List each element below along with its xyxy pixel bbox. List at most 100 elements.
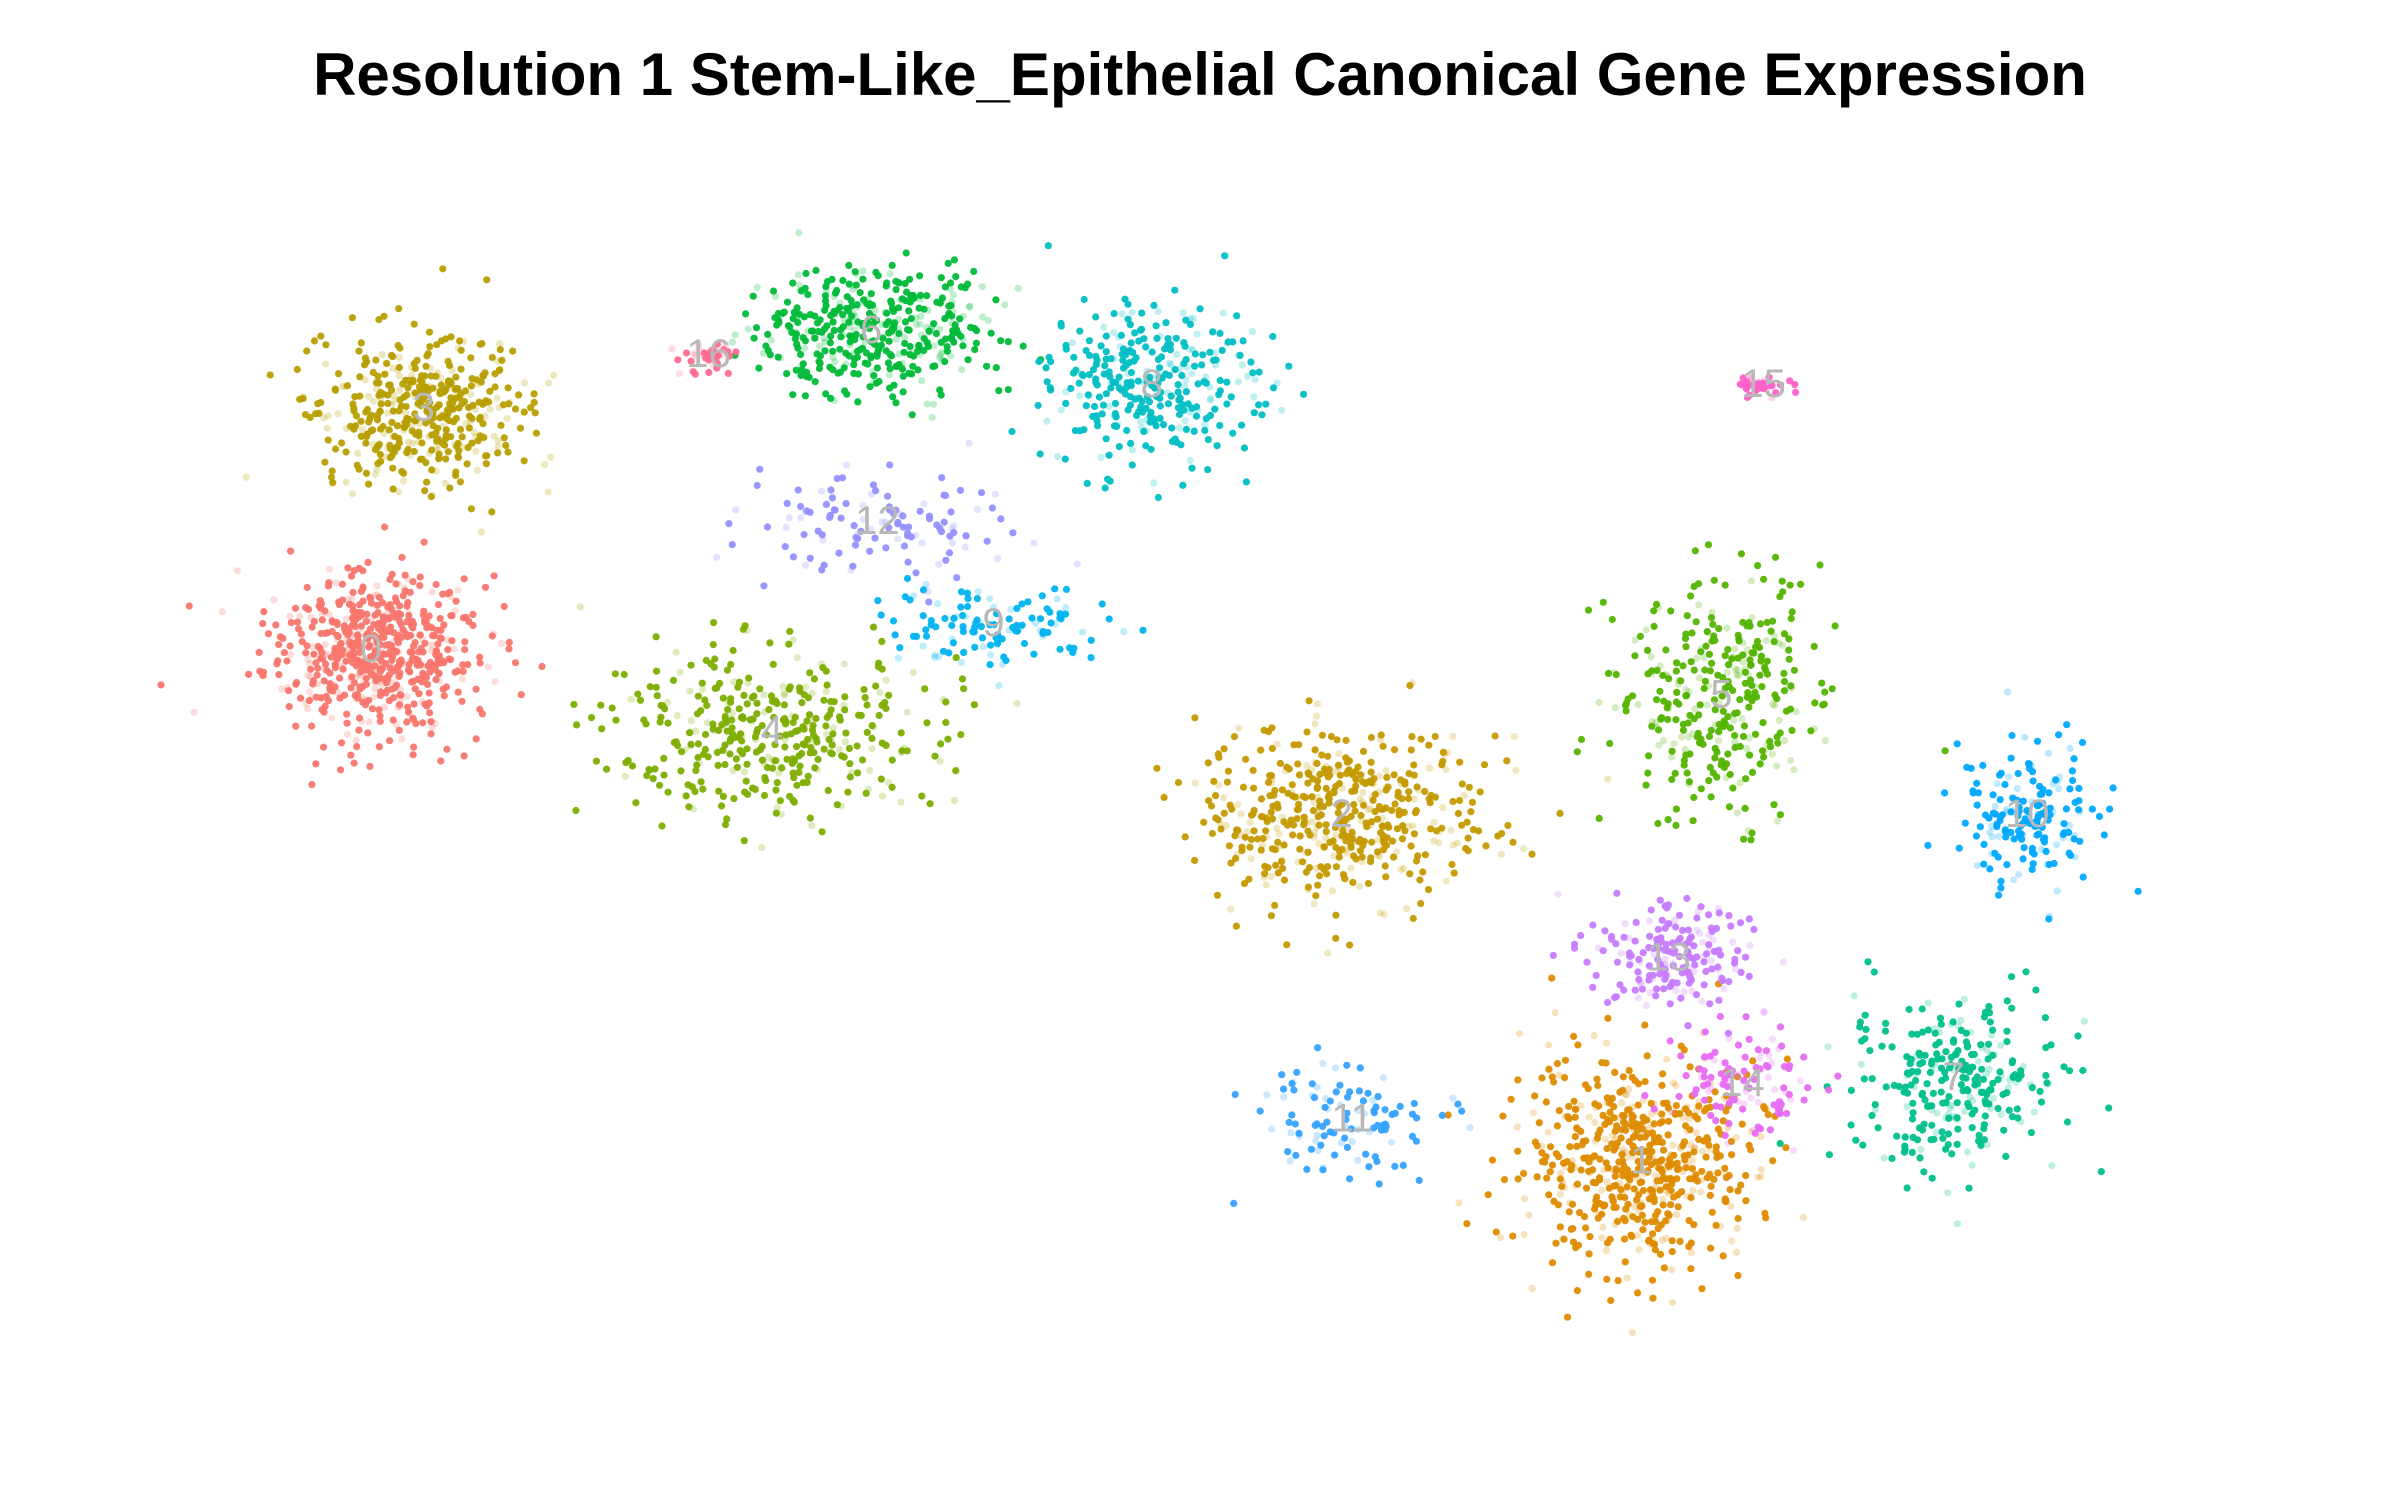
- point: [1408, 1110, 1417, 1118]
- point: [490, 572, 498, 580]
- point: [1660, 697, 1668, 705]
- point: [1928, 1065, 1936, 1073]
- point: [859, 501, 867, 509]
- point: [827, 749, 835, 757]
- point: [1645, 1237, 1653, 1245]
- point: [1679, 964, 1687, 972]
- point: [1335, 847, 1344, 855]
- point: [1901, 1083, 1909, 1091]
- point: [1394, 792, 1402, 800]
- point: [848, 282, 857, 290]
- point: [686, 729, 694, 737]
- point: [1666, 1107, 1674, 1115]
- point: [331, 385, 339, 393]
- point: [547, 453, 555, 461]
- point: [1905, 1070, 1913, 1078]
- point: [789, 636, 797, 644]
- point: [1389, 853, 1398, 861]
- point: [328, 467, 336, 475]
- point: [1582, 1224, 1590, 1232]
- point: [717, 802, 726, 810]
- point: [399, 380, 407, 388]
- point: [1410, 761, 1418, 769]
- point: [1953, 1099, 1961, 1107]
- point: [2106, 805, 2114, 813]
- point: [461, 387, 469, 395]
- point: [1776, 381, 1785, 389]
- point: [1312, 712, 1321, 720]
- point: [1143, 367, 1151, 375]
- point: [275, 641, 283, 649]
- point: [1918, 1005, 1926, 1013]
- point: [2001, 780, 2009, 789]
- point: [410, 743, 418, 751]
- point: [1619, 1086, 1627, 1094]
- point: [1351, 787, 1359, 795]
- point: [1620, 986, 1628, 994]
- point: [773, 804, 781, 812]
- point: [428, 431, 436, 439]
- point: [1531, 1092, 1539, 1100]
- point: [1182, 425, 1190, 433]
- point: [1739, 658, 1747, 666]
- point: [2045, 915, 2053, 923]
- point: [520, 408, 528, 416]
- point: [1355, 883, 1364, 891]
- point: [1367, 758, 1375, 766]
- point: [306, 413, 314, 421]
- point: [1734, 947, 1742, 955]
- point: [814, 327, 823, 336]
- point: [785, 640, 793, 648]
- point: [1051, 620, 1059, 628]
- point: [1776, 811, 1784, 819]
- point: [1156, 364, 1164, 372]
- point: [364, 392, 373, 400]
- point: [1278, 857, 1286, 866]
- point: [819, 536, 827, 544]
- point: [363, 610, 371, 618]
- point: [1393, 848, 1401, 856]
- point: [1228, 393, 1236, 402]
- point: [432, 467, 440, 475]
- point: [1750, 925, 1758, 934]
- point: [1732, 1248, 1741, 1256]
- point: [1246, 843, 1254, 851]
- point: [1953, 1140, 1961, 1148]
- cluster-label-11: 11: [1331, 1097, 1373, 1141]
- point: [649, 775, 657, 783]
- point: [620, 670, 628, 679]
- point: [1732, 1133, 1740, 1142]
- point: [382, 453, 390, 461]
- point: [782, 523, 790, 532]
- point: [359, 585, 367, 593]
- point: [1677, 1052, 1685, 1060]
- point: [797, 502, 805, 511]
- point: [927, 621, 935, 629]
- point: [1785, 1091, 1793, 1099]
- point: [1560, 1235, 1568, 1243]
- point: [1690, 582, 1698, 591]
- point: [1047, 386, 1055, 394]
- point: [333, 689, 342, 697]
- point: [1413, 783, 1421, 791]
- point: [804, 735, 812, 743]
- point: [1174, 404, 1182, 412]
- point: [1973, 801, 1981, 809]
- point: [1648, 1147, 1656, 1156]
- point: [411, 417, 419, 425]
- point: [916, 320, 924, 328]
- point: [322, 360, 330, 368]
- point: [1358, 857, 1366, 866]
- point: [358, 425, 366, 433]
- point: [342, 448, 350, 456]
- point: [1741, 668, 1749, 676]
- point: [1745, 377, 1753, 385]
- point: [740, 768, 749, 776]
- point: [1280, 876, 1289, 884]
- point: [798, 699, 806, 707]
- point: [1148, 348, 1156, 356]
- point: [1070, 644, 1078, 652]
- point: [950, 614, 958, 623]
- point: [1728, 655, 1736, 663]
- point: [1577, 1102, 1585, 1110]
